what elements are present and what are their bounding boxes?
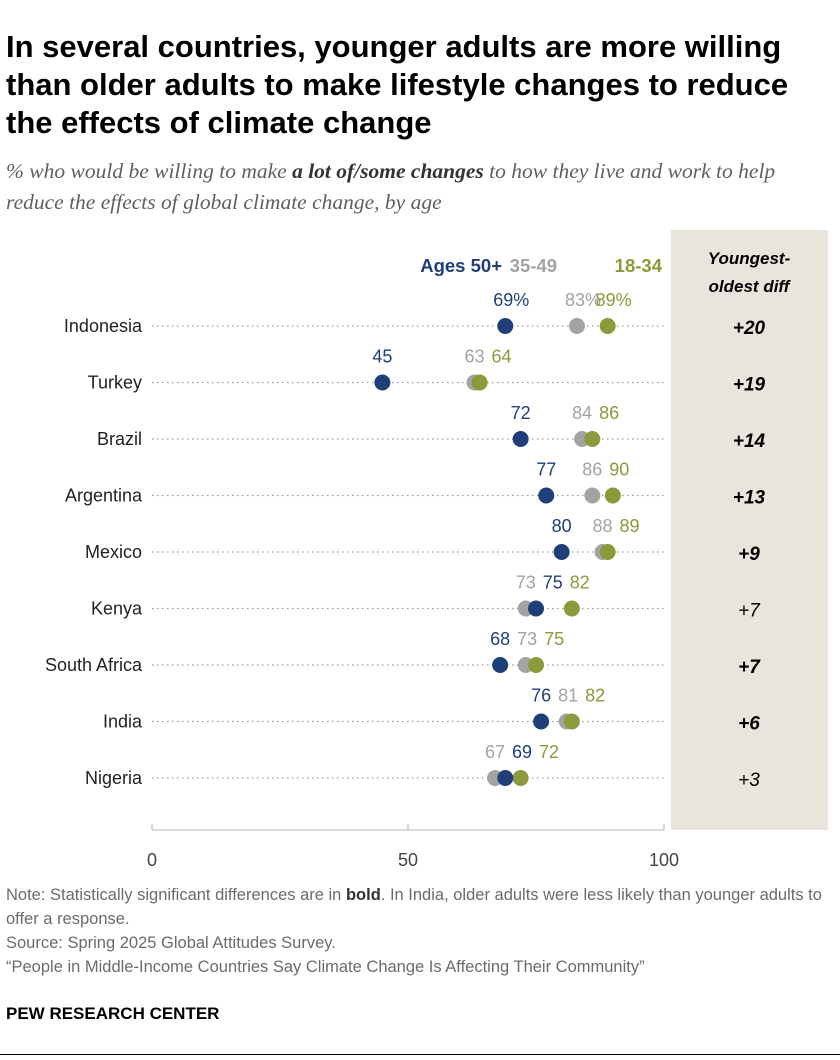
value-label-ages_35_49: 63: [465, 347, 485, 367]
country-label: India: [103, 712, 143, 732]
dot-ages_50_plus: [538, 487, 555, 504]
footer-brand: PEW RESEARCH CENTER: [6, 1004, 220, 1023]
diff-value: +6: [738, 714, 760, 735]
diff-value: +3: [738, 770, 760, 791]
diff-value: +19: [733, 375, 766, 396]
note-text: Note: Statistically significant differen…: [6, 886, 346, 904]
dot-ages_50_plus: [492, 657, 509, 673]
dot-ages_50_plus: [497, 318, 514, 334]
dot-ages_18_34: [599, 544, 616, 560]
value-label-ages_18_34: 86: [599, 403, 619, 423]
value-label-ages_50_plus: 76: [531, 686, 551, 706]
value-label-ages_50_plus: 68: [490, 629, 510, 649]
dot-ages_18_34: [471, 374, 488, 391]
value-label-ages_50_plus: 75: [543, 573, 563, 593]
note-text-end: . In India, older adults were less likel…: [6, 886, 822, 928]
dot-ages_35_49: [584, 487, 601, 504]
note-bold: bold: [345, 886, 381, 904]
country-label: Mexico: [85, 542, 142, 562]
subtitle-text-end: to how they live and work to help reduce…: [6, 159, 776, 214]
value-label-ages_35_49: 83%: [565, 290, 601, 310]
dot-ages_18_34: [528, 657, 544, 673]
dot-ages_18_34: [563, 600, 580, 617]
diff-header-line-1: Youngest-: [708, 249, 791, 268]
diff-value: +7: [738, 601, 761, 622]
value-label-ages_35_49: 73: [516, 573, 536, 593]
chart-subtitle: % who would be willing to make a lot of/…: [6, 156, 836, 218]
value-label-ages_35_49: 84: [572, 403, 592, 423]
chart-title: In several countries, younger adults are…: [6, 29, 789, 140]
notes: Note: Statistically significant differen…: [6, 883, 836, 979]
value-label-ages_18_34: 72: [539, 742, 559, 762]
note-line: Note: Statistically significant differen…: [6, 883, 836, 931]
source-line: Source: Spring 2025 Global Attitudes Sur…: [6, 934, 336, 952]
dot-ages_18_34: [584, 431, 601, 447]
subtitle-text: % who would be willing to make: [6, 159, 293, 183]
value-label-ages_50_plus: 69%: [493, 290, 529, 310]
dot-ages_50_plus: [497, 770, 514, 786]
diff-value: +14: [733, 431, 766, 452]
value-label-ages_18_34: 82: [570, 573, 590, 593]
diff-value: +7: [738, 657, 761, 678]
country-label: Turkey: [88, 373, 142, 393]
value-label-ages_18_34: 89%: [596, 290, 632, 310]
dot-ages_50_plus: [528, 600, 544, 617]
dot-ages_18_34: [599, 318, 616, 334]
country-label: Indonesia: [64, 316, 143, 336]
bottom-divider: [0, 1054, 840, 1055]
country-label: South Africa: [45, 655, 143, 675]
country-label: Kenya: [91, 599, 143, 619]
diff-value: +9: [738, 544, 760, 565]
legend-ages_18_34: 18-34: [615, 255, 663, 276]
dot-ages_18_34: [604, 487, 621, 504]
country-label: Argentina: [65, 486, 143, 506]
x-tick-label: 100: [649, 850, 679, 870]
value-label-ages_18_34: 82: [585, 686, 605, 706]
value-label-ages_50_plus: 80: [552, 516, 572, 536]
value-label-ages_35_49: 67: [485, 742, 505, 762]
diff-value: +20: [733, 318, 766, 339]
value-label-ages_50_plus: 45: [372, 347, 392, 367]
legend-ages_35_49: 35-49: [510, 255, 557, 276]
dot-ages_18_34: [563, 713, 580, 730]
value-label-ages_18_34: 89: [620, 516, 640, 536]
value-label-ages_35_49: 88: [593, 516, 613, 536]
dot-ages_18_34: [512, 770, 529, 786]
report-title: “People in Middle-Income Countries Say C…: [6, 958, 645, 976]
value-label-ages_18_34: 90: [609, 460, 629, 480]
value-label-ages_35_49: 86: [582, 460, 602, 480]
diff-value: +13: [733, 488, 766, 509]
value-label-ages_18_34: 75: [544, 629, 564, 649]
value-label-ages_50_plus: 72: [511, 403, 531, 423]
x-tick-label: 0: [147, 850, 157, 870]
diff-column-background: [671, 230, 828, 830]
dot-ages_50_plus: [553, 544, 570, 560]
value-label-ages_35_49: 81: [558, 686, 578, 706]
value-label-ages_50_plus: 69: [512, 742, 532, 762]
value-label-ages_35_49: 73: [517, 629, 537, 649]
country-label: Brazil: [97, 429, 142, 449]
diff-header-line-2: oldest diff: [709, 277, 792, 296]
x-tick-label: 50: [398, 850, 418, 870]
country-label: Nigeria: [85, 768, 143, 788]
dot-ages_35_49: [568, 318, 585, 334]
dot-ages_50_plus: [533, 713, 550, 730]
dot-ages_50_plus: [512, 431, 529, 447]
value-label-ages_18_34: 64: [492, 347, 512, 367]
subtitle-emphasis: a lot of/some changes: [292, 159, 484, 183]
dot-ages_50_plus: [374, 374, 391, 391]
dot-plot-chart: Youngest-oldest diff Ages 50+ 35-49 18-34 In…: [45, 230, 828, 870]
legend-ages_50_plus: Ages 50+: [420, 255, 502, 276]
value-label-ages_50_plus: 77: [536, 460, 556, 480]
